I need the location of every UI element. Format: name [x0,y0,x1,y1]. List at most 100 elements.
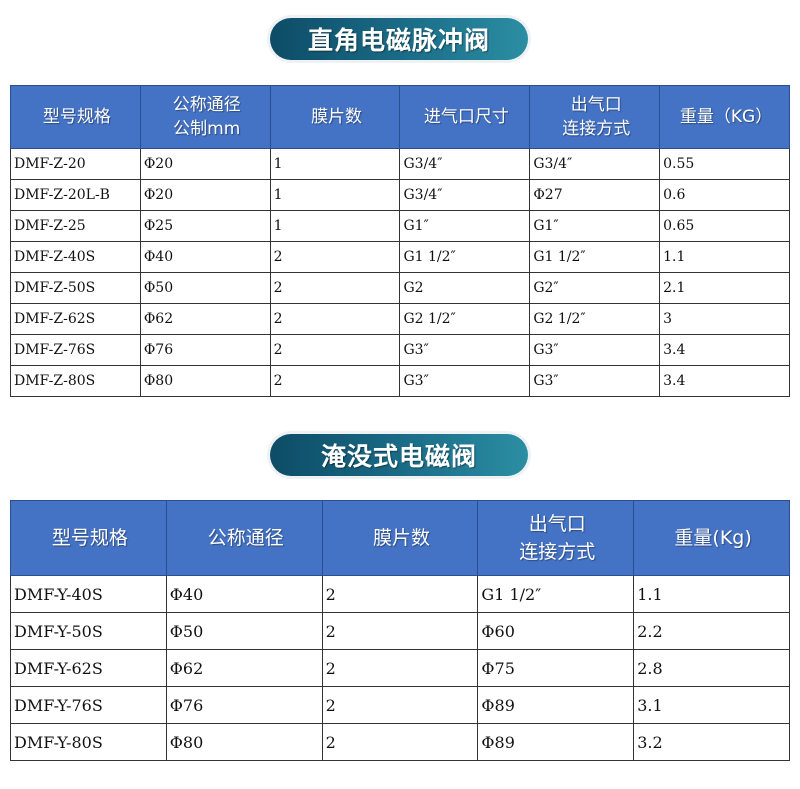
table-row: DMF-Z-20 Φ20 1 G3/4″ G3/4″ 0.55 [10,148,790,180]
table-header-row: 型号规格 公称通径 公制mm 膜片数 进气口尺寸 出气口 连接方式 重量（KG） [10,85,790,149]
column-header: 膜片数 [269,85,401,149]
table-cell: DMF-Y-40S [10,575,167,613]
table-cell: G2 1/2″ [399,303,531,335]
table-cell: 2 [321,723,479,761]
table-row: DMF-Y-40S Φ40 2 G1 1/2″ 1.1 [10,575,790,613]
table-cell: 2 [321,575,479,613]
table-row: DMF-Z-76S Φ76 2 G3″ G3″ 3.4 [10,334,790,366]
column-header: 公称通径 [165,500,323,576]
table-cell: G3/4″ [399,179,531,211]
table-cell: DMF-Y-76S [10,686,167,724]
table-cell: Φ25 [139,210,271,242]
column-header: 出气口 连接方式 [477,500,635,576]
table-cell: G3/4″ [399,148,531,180]
column-header: 重量（KG） [659,85,790,149]
right-angle-valve-spec-table: 型号规格 公称通径 公制mm 膜片数 进气口尺寸 出气口 连接方式 重量（KG） DMF-Z-2… [10,85,790,397]
section-title-right-angle-valve: 直角电磁脉冲阀 [270,18,528,60]
table-cell: G1 1/2″ [399,241,531,273]
table-cell: Φ40 [139,241,271,273]
table-row: DMF-Y-80S Φ80 2 Φ89 3.2 [10,723,790,761]
table-cell: G1 1/2″ [529,241,661,273]
table-cell: Φ50 [165,612,323,650]
column-header: 重量(Kg) [633,500,790,576]
table-cell: 2 [269,365,401,397]
table-cell: Φ76 [165,686,323,724]
table-cell: 2.2 [633,612,790,650]
table-cell: 2 [321,686,479,724]
table-cell: DMF-Z-76S [10,334,141,366]
table-cell: Φ80 [165,723,323,761]
table-cell: 0.55 [659,148,790,180]
table-cell: G3″ [529,334,661,366]
table-cell: G1 1/2″ [477,575,635,613]
table-cell: Φ75 [477,649,635,687]
table-cell: Φ62 [165,649,323,687]
table-cell: DMF-Z-62S [10,303,141,335]
table-cell: Φ20 [139,179,271,211]
table-cell: 3.1 [633,686,790,724]
table-cell: 1 [269,210,401,242]
table-header-row: 型号规格 公称通径 膜片数 出气口 连接方式 重量(Kg) [10,500,790,576]
table-cell: DMF-Z-80S [10,365,141,397]
table-cell: Φ20 [139,148,271,180]
table-cell: 0.6 [659,179,790,211]
table-row: DMF-Y-62S Φ62 2 Φ75 2.8 [10,649,790,687]
table-cell: G3″ [399,334,531,366]
table-cell: 3.4 [659,334,790,366]
table-cell: 2 [269,272,401,304]
table-cell: DMF-Z-50S [10,272,141,304]
table-cell: Φ80 [139,365,271,397]
table-cell: G2 1/2″ [529,303,661,335]
table-cell: 3.2 [633,723,790,761]
table-cell: 2.1 [659,272,790,304]
table-cell: Φ89 [477,686,635,724]
table-cell: 1.1 [633,575,790,613]
table-cell: Φ40 [165,575,323,613]
table-cell: 1 [269,179,401,211]
column-header: 公称通径 公制mm [139,85,271,149]
table-cell: Φ89 [477,723,635,761]
column-header: 型号规格 [10,85,141,149]
table-row: DMF-Y-76S Φ76 2 Φ89 3.1 [10,686,790,724]
table-row: DMF-Z-40S Φ40 2 G1 1/2″ G1 1/2″ 1.1 [10,241,790,273]
table-cell: 1.1 [659,241,790,273]
table-cell: G1″ [529,210,661,242]
table-cell: 3 [659,303,790,335]
table-cell: 2 [269,241,401,273]
table-cell: G3″ [399,365,531,397]
table-cell: G3/4″ [529,148,661,180]
table-row: DMF-Y-50S Φ50 2 Φ60 2.2 [10,612,790,650]
table-cell: Φ27 [529,179,661,211]
table-cell: 2 [269,303,401,335]
table-cell: DMF-Z-25 [10,210,141,242]
table-cell: Φ50 [139,272,271,304]
submerged-valve-spec-table: 型号规格 公称通径 膜片数 出气口 连接方式 重量(Kg) DMF-Y-40S Φ40 2 G1 … [10,500,790,761]
column-header: 出气口 连接方式 [529,85,661,149]
table-cell: DMF-Z-20 [10,148,141,180]
table-cell: 3.4 [659,365,790,397]
table-row: DMF-Z-20L-B Φ20 1 G3/4″ Φ27 0.6 [10,179,790,211]
table-cell: Φ76 [139,334,271,366]
column-header: 膜片数 [321,500,479,576]
table-cell: G2″ [529,272,661,304]
table-cell: DMF-Y-80S [10,723,167,761]
table-cell: 1 [269,148,401,180]
table-cell: 2 [321,649,479,687]
table-cell: G3″ [529,365,661,397]
table-row: DMF-Z-80S Φ80 2 G3″ G3″ 3.4 [10,365,790,397]
table-row: DMF-Z-50S Φ50 2 G2 G2″ 2.1 [10,272,790,304]
table-cell: DMF-Z-40S [10,241,141,273]
table-row: DMF-Z-62S Φ62 2 G2 1/2″ G2 1/2″ 3 [10,303,790,335]
table-cell: G2 [399,272,531,304]
table-cell: 2.8 [633,649,790,687]
column-header: 进气口尺寸 [399,85,531,149]
section-title-submerged-valve: 淹没式电磁阀 [270,434,528,476]
table-cell: DMF-Z-20L-B [10,179,141,211]
table-cell: DMF-Y-50S [10,612,167,650]
table-cell: Φ60 [477,612,635,650]
table-row: DMF-Z-25 Φ25 1 G1″ G1″ 0.65 [10,210,790,242]
table-cell: DMF-Y-62S [10,649,167,687]
column-header: 型号规格 [10,500,167,576]
table-cell: 0.65 [659,210,790,242]
table-cell: 2 [321,612,479,650]
